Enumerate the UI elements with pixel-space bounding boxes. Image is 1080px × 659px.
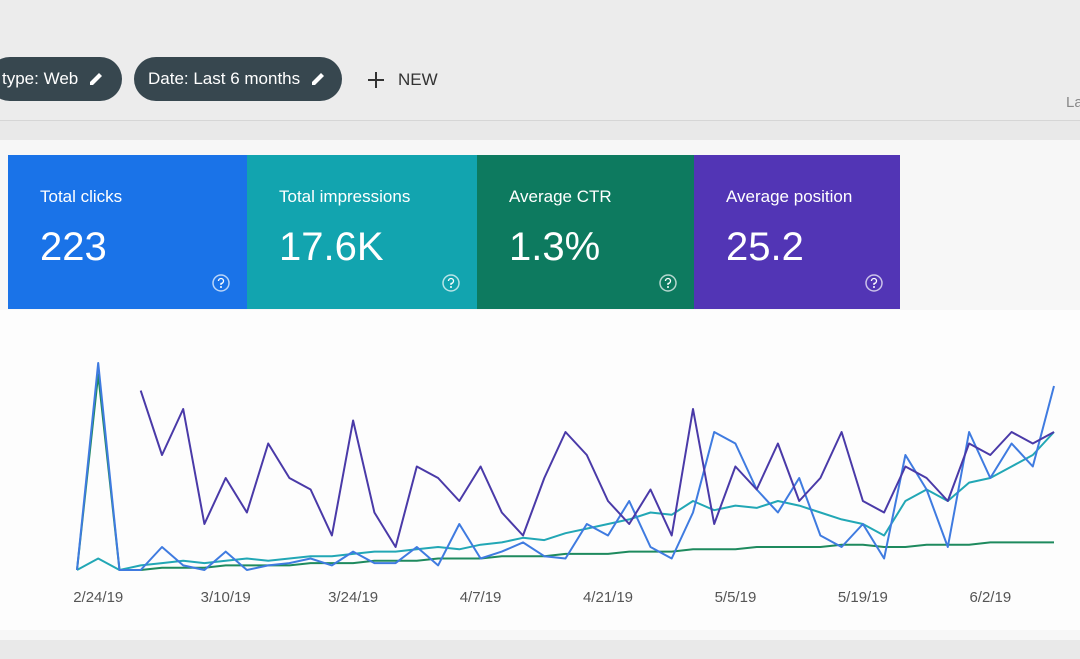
metric-card[interactable]: Total impressions 17.6K xyxy=(247,155,477,309)
corner-text: La xyxy=(1066,94,1080,111)
metric-value: 1.3% xyxy=(509,225,601,269)
metric-title: Average position xyxy=(726,187,853,206)
chip-label: Date: Last 6 months xyxy=(148,69,301,88)
metric-value: 25.2 xyxy=(726,225,804,269)
chart-background xyxy=(0,310,1080,630)
x-tick-label: 5/5/19 xyxy=(715,589,757,606)
x-tick-label: 2/24/19 xyxy=(73,589,123,606)
plus-icon xyxy=(368,72,384,88)
series-line xyxy=(139,390,1055,548)
x-tick-label: 5/19/19 xyxy=(838,589,888,606)
series-line xyxy=(76,362,1055,571)
metric-title: Total clicks xyxy=(40,187,123,206)
x-tick-label: 4/7/19 xyxy=(460,589,502,606)
help-icon[interactable] xyxy=(864,273,884,293)
x-tick-label: 6/2/19 xyxy=(969,589,1011,606)
filter-chip[interactable]: Date: Last 6 months xyxy=(134,57,342,101)
x-tick-label: 3/10/19 xyxy=(201,589,251,606)
metric-title: Total impressions xyxy=(279,187,411,206)
new-button[interactable]: NEW xyxy=(366,70,438,90)
metric-card[interactable]: Average position 25.2 xyxy=(694,155,900,309)
new-label: NEW xyxy=(398,70,438,89)
edit-icon xyxy=(312,73,325,85)
help-icon[interactable] xyxy=(211,273,231,293)
chip-label: type: Web xyxy=(2,69,79,88)
edit-icon xyxy=(90,73,103,85)
metric-value: 223 xyxy=(40,225,107,269)
help-icon[interactable] xyxy=(441,273,461,293)
metric-title: Average CTR xyxy=(509,187,612,206)
x-tick-label: 4/21/19 xyxy=(583,589,633,606)
metric-card[interactable]: Total clicks 223 xyxy=(8,155,247,309)
series-line xyxy=(76,373,1054,571)
x-tick-label: 3/24/19 xyxy=(328,589,378,606)
help-icon[interactable] xyxy=(658,273,678,293)
toolbar: type: Web Date: Last 6 months NEW La xyxy=(0,0,1080,121)
filter-chip[interactable]: type: Web xyxy=(0,57,122,101)
metric-value: 17.6K xyxy=(279,225,384,269)
chart: 2/24/19 3/10/19 3/24/19 4/7/19 4/21/19 5/5/19… xyxy=(0,310,1080,630)
metric-card[interactable]: Average CTR 1.3% xyxy=(477,155,694,309)
